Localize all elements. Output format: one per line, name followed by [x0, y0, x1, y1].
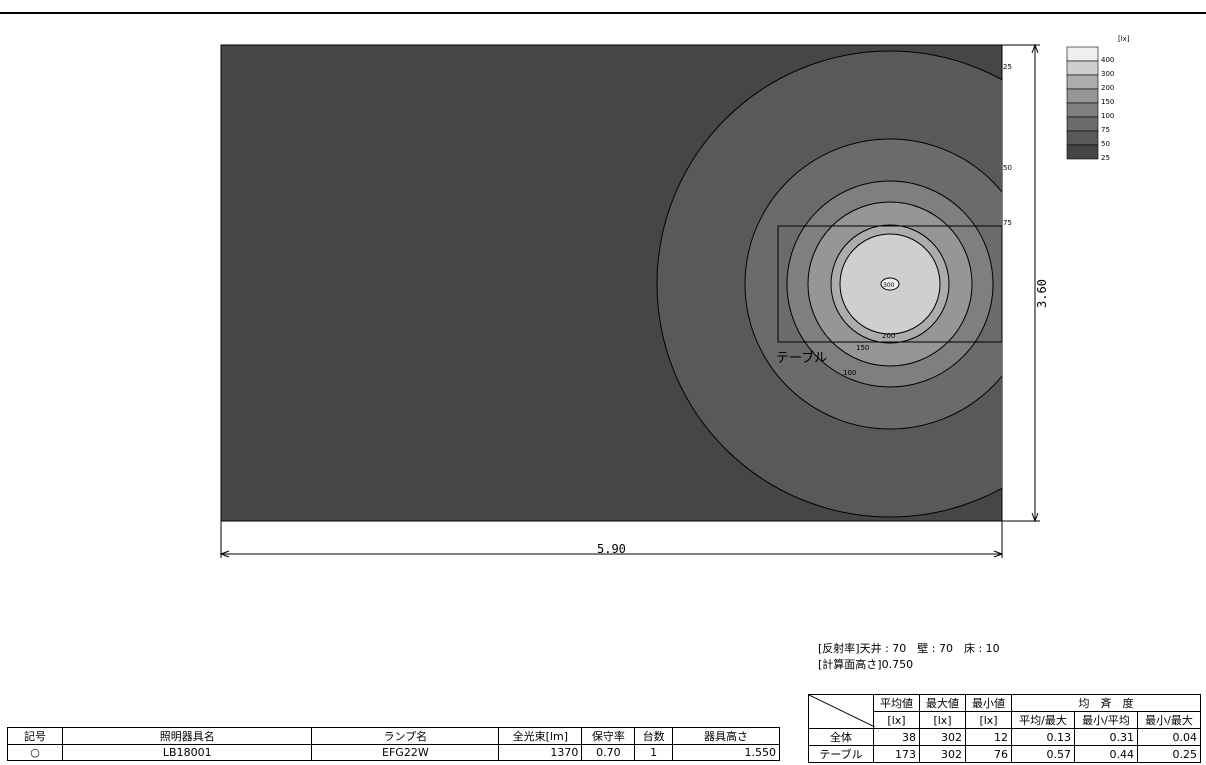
legend-label-200: 200: [1101, 84, 1114, 92]
top-border: [0, 12, 1206, 14]
luminaire-name: LB18001: [62, 744, 313, 761]
reflectance-text: [反射率]天井 : 70 壁 : 70 床 : 10: [818, 642, 1000, 655]
legend-label-50: 50: [1101, 140, 1110, 148]
legend-label-75: 75: [1101, 126, 1110, 134]
diagonal-line: [809, 695, 875, 727]
header-flux: 全光束[lm]: [498, 727, 583, 745]
header-height: 器具高さ: [672, 727, 780, 745]
avg-max-value: 0.57: [1011, 745, 1076, 763]
header-lamp-name: ランプ名: [311, 727, 500, 745]
legend-swatch-25: [1066, 144, 1099, 160]
avg-value: 173: [872, 745, 921, 763]
legend-swatch-50: [1066, 130, 1099, 146]
table-label: テーブル: [776, 350, 827, 366]
contour-label-25: 25: [1003, 63, 1012, 71]
header-min-max: 最小/最大: [1136, 711, 1202, 729]
min-avg-value: 0.31: [1074, 728, 1138, 746]
max-value: 302: [919, 745, 967, 763]
legend-label-300: 300: [1101, 70, 1114, 78]
legend-swatch-300: [1066, 60, 1099, 76]
avg-value: 38: [872, 728, 921, 746]
results-row-overall: 全体 38 302 12 0.13 0.31 0.04: [808, 728, 1202, 746]
legend-label-400: 400: [1101, 56, 1114, 64]
maintenance-factor: 0.70: [581, 744, 636, 761]
contour-label-150: 150: [856, 344, 869, 352]
header-average: 平均値: [872, 694, 921, 712]
header-avg-max: 平均/最大: [1011, 711, 1076, 729]
header-corner-cell: [808, 694, 875, 729]
row-label: 全体: [808, 728, 874, 746]
legend-swatch-75: [1066, 116, 1099, 132]
legend-swatch-100: [1066, 102, 1099, 118]
header-minimum: 最小値: [965, 694, 1013, 712]
contour-label-50: 50: [1003, 164, 1012, 172]
lamp-name: EFG22W: [311, 744, 500, 761]
luminaire-symbol-icon: ○: [6, 744, 64, 761]
header-luminaire-name: 照明器具名: [62, 727, 313, 745]
min-value: 12: [965, 728, 1013, 746]
unit-average: [lx]: [872, 711, 921, 729]
peak-contour: [880, 277, 900, 291]
unit-minimum: [lx]: [965, 711, 1013, 729]
header-maximum: 最大値: [919, 694, 967, 712]
legend-swatch-400: [1066, 46, 1099, 62]
depth-dimension: 3.60: [1035, 279, 1049, 308]
results-header-row-1: 平均値 最大値 最小値 均 斉 度: [808, 694, 1201, 729]
row-label: テーブル: [808, 745, 874, 763]
header-uniformity: 均 斉 度: [1011, 694, 1201, 712]
min-max-value: 0.25: [1136, 745, 1202, 763]
table-outline: [777, 225, 1003, 343]
width-dimension: 5.90: [597, 542, 626, 556]
calc-height-text: [計算面高さ]0.750: [818, 658, 914, 671]
min-max-value: 0.04: [1136, 728, 1202, 746]
luminaire-height: 1.550: [672, 744, 780, 761]
illuminance-legend: [lx] 400 300 200 150 100 75 50 25: [1066, 35, 1130, 162]
contour-label-75: 75: [1003, 219, 1012, 227]
min-avg-value: 0.44: [1074, 745, 1138, 763]
header-count: 台数: [634, 727, 674, 745]
luminous-flux: 1370: [498, 744, 583, 761]
contour-label-200: 200: [882, 332, 895, 340]
legend-label-25: 25: [1101, 154, 1110, 162]
luminaire-count: 1: [634, 744, 674, 761]
header-symbol: 記号: [6, 727, 64, 745]
contour-label-300: 300: [883, 282, 895, 289]
luminaire-table: 記号 照明器具名 ランプ名 全光束[lm] 保守率 台数 器具高さ ○ LB18…: [6, 727, 780, 761]
legend-label-100: 100: [1101, 112, 1114, 120]
header-min-avg: 最小/平均: [1074, 711, 1138, 729]
luminaire-row: ○ LB18001 EFG22W 1370 0.70 1 1.550: [6, 744, 780, 761]
min-value: 76: [965, 745, 1013, 763]
contour-label-100: 100: [843, 369, 856, 377]
legend-unit: [lx]: [1118, 35, 1130, 43]
unit-maximum: [lx]: [919, 711, 967, 729]
luminaire-header-row: 記号 照明器具名 ランプ名 全光束[lm] 保守率 台数 器具高さ: [6, 727, 780, 745]
results-header-row-2: [lx] [lx] [lx] 平均/最大 最小/平均 最小/最大: [809, 711, 1202, 729]
avg-max-value: 0.13: [1011, 728, 1076, 746]
results-row-table: テーブル 173 302 76 0.57 0.44 0.25: [808, 745, 1202, 763]
dimension-lines: [219, 43, 1040, 558]
legend-swatch-150: [1066, 88, 1099, 104]
header-maintenance: 保守率: [581, 727, 636, 745]
legend-label-150: 150: [1101, 98, 1114, 106]
legend-swatch-200: [1066, 74, 1099, 90]
max-value: 302: [919, 728, 967, 746]
room-plan: テーブル 25 50 75 100 150 200 300: [220, 44, 1012, 522]
contour-rings: [656, 50, 1002, 518]
results-table: 平均値 最大値 最小値 均 斉 度 [lx] [lx] [lx] 平均/最大 最…: [808, 694, 1202, 763]
